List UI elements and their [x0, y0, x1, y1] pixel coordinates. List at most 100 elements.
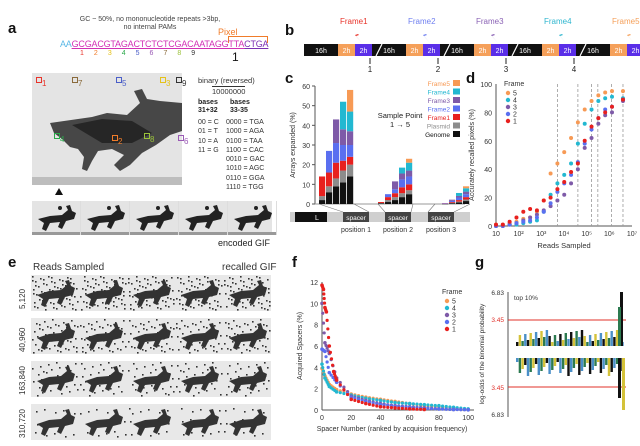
data-point — [382, 405, 386, 409]
data-point — [325, 346, 329, 350]
data-point — [322, 292, 326, 296]
data-point — [356, 399, 361, 404]
bar-segment — [392, 197, 399, 201]
motif-letter-down — [618, 358, 621, 398]
legend-swatch — [453, 131, 460, 137]
timeline-segment — [474, 44, 491, 56]
electroporation-bolt-icon — [556, 28, 566, 43]
bar-segment — [449, 202, 456, 204]
y-axis-label: Accurately recalled pixels (%) — [469, 109, 476, 201]
annotation-top-10: top 10% — [514, 295, 538, 302]
recalled-frame — [31, 361, 79, 397]
data-point — [411, 407, 415, 411]
bar-segment — [340, 160, 347, 171]
motif-letter-down — [615, 358, 619, 364]
zoom-guide — [410, 203, 414, 213]
y-axis-label: Acquired Spacers (%) — [297, 312, 304, 380]
data-point — [455, 407, 459, 412]
encoding-three-base-table: 0000 = TGA 1000 = AGA 0100 = TAA 1100 = CAC… — [226, 118, 265, 192]
timeline-break-icon — [443, 43, 451, 57]
panel-f-label: f — [292, 254, 297, 271]
data-point — [569, 170, 574, 175]
legend-label: 4 — [452, 306, 456, 313]
y-tick-label: 3.45 — [491, 385, 504, 392]
legend-marker — [444, 326, 450, 332]
bar-segment — [378, 203, 385, 204]
reads-sampled-value: 5,120 — [18, 288, 27, 309]
zoom-guide — [353, 203, 370, 213]
legend-label: 1 — [452, 327, 456, 334]
data-point — [407, 407, 412, 411]
recalled-frame — [175, 404, 223, 440]
timeline-segment-label: 16h — [315, 48, 327, 55]
motif-letter-up — [521, 341, 524, 346]
bases-header-right: bases 33-35 — [230, 99, 250, 115]
gif-frame — [179, 201, 228, 235]
electroporation-timeline: 16h2h2h16h2h2h16h2h2h16h2h2h16h2h2h16hFr… — [304, 17, 640, 74]
data-point — [582, 141, 587, 146]
position-number: 2 — [93, 50, 98, 57]
position-number: 1 — [80, 50, 84, 57]
reads-sampled-value: 310,720 — [18, 409, 27, 438]
y-tick-label: 100 — [480, 82, 492, 89]
legend-marker — [505, 90, 511, 96]
timeline-segment-label: 2h — [479, 48, 487, 55]
recalled-gif-title: recalled GIF — [222, 262, 277, 273]
legend-marker — [505, 97, 511, 103]
motif-letter-down — [594, 358, 597, 366]
motif-letter-down — [610, 358, 613, 372]
data-point — [437, 403, 441, 408]
data-point — [367, 402, 372, 406]
electroporation-bolt-icon — [624, 28, 634, 43]
data-point — [415, 402, 419, 406]
motif-letter-up — [548, 336, 551, 346]
motif-letter-down — [548, 358, 551, 374]
legend-label: Frame2 — [428, 107, 451, 114]
motif-letter-up — [556, 341, 559, 346]
data-point — [437, 407, 441, 411]
legend-marker — [505, 104, 511, 110]
data-point — [324, 355, 328, 359]
recalled-frames-strip — [31, 361, 271, 397]
data-point — [609, 110, 614, 115]
sequence-prefix: AA — [60, 39, 72, 49]
leader-block — [295, 212, 327, 222]
pixel-marker-label: 3 — [166, 79, 171, 88]
motif-letter-down — [591, 358, 594, 370]
timeline-segment-label: 16h — [383, 48, 395, 55]
data-point — [330, 363, 335, 367]
motif-letter-up — [540, 331, 543, 346]
recalled-frame — [31, 318, 79, 354]
x-tick-label: 10⁴ — [559, 231, 570, 238]
noisy-horse-frame-icon — [32, 319, 79, 354]
y-tick-label: 3.45 — [491, 317, 504, 324]
bar-segment — [406, 176, 413, 185]
bar-segment — [406, 162, 413, 171]
data-point — [378, 405, 383, 409]
motif-letter-up — [599, 333, 603, 346]
data-point — [462, 408, 467, 412]
x-tick-label: 40 — [377, 415, 385, 422]
bar-segment — [326, 186, 333, 193]
data-point — [521, 219, 526, 224]
data-point — [582, 138, 587, 143]
data-point — [393, 406, 397, 410]
data-point — [603, 96, 608, 101]
timeline-segment — [542, 44, 559, 56]
noisy-horse-frame-icon — [128, 362, 175, 397]
x-tick-label: 10 — [492, 231, 500, 238]
data-point — [555, 161, 560, 166]
bar-segment — [385, 200, 392, 203]
data-point — [327, 344, 332, 348]
bar-segment — [399, 179, 406, 188]
legend-label: Frame4 — [428, 90, 451, 97]
noisy-horse-frame-icon — [224, 276, 271, 311]
pixel-marker-label: 1 — [42, 79, 47, 88]
bases-header-right-2: 33-35 — [230, 107, 248, 114]
encoding-row: 1100 = CAC — [226, 146, 264, 154]
bar-segment — [347, 156, 354, 165]
motif-letter-up — [586, 342, 589, 346]
legend-label: 3 — [452, 313, 456, 320]
encoding-two-bit-table: 00 = C 01 = T 10 = A 11 = G — [198, 118, 219, 155]
motif-letter-down — [602, 358, 605, 369]
